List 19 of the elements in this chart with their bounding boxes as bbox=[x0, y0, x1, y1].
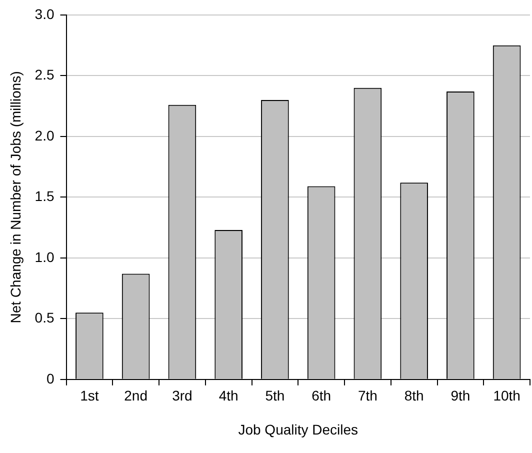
x-tick-label: 1st bbox=[80, 388, 99, 404]
y-tick-label: 0 bbox=[46, 370, 54, 386]
y-tick-label: 1.5 bbox=[34, 188, 54, 204]
x-tick-label: 10th bbox=[493, 388, 520, 404]
x-tick-label: 9th bbox=[450, 388, 470, 404]
y-tick-label: 1.0 bbox=[34, 248, 54, 265]
y-tick-label: 0.5 bbox=[34, 310, 54, 326]
x-tick-label: 8th bbox=[404, 388, 424, 404]
x-tick-label: 5th bbox=[265, 388, 285, 404]
x-tick-label: 2nd bbox=[124, 388, 148, 404]
y-axis-title: Net Change in Number of Jobs (millions) bbox=[7, 71, 24, 324]
x-tick-label: 3rd bbox=[172, 388, 192, 404]
y-tick-label: 2.5 bbox=[34, 66, 54, 83]
x-tick-label: 6th bbox=[312, 388, 332, 404]
x-tick-label: 7th bbox=[358, 388, 378, 404]
y-tick-label: 2.0 bbox=[34, 127, 54, 144]
x-axis-title: Job Quality Deciles bbox=[238, 421, 358, 438]
y-tick-label: 3.0 bbox=[34, 6, 54, 22]
x-tick-label: 4th bbox=[218, 388, 238, 404]
